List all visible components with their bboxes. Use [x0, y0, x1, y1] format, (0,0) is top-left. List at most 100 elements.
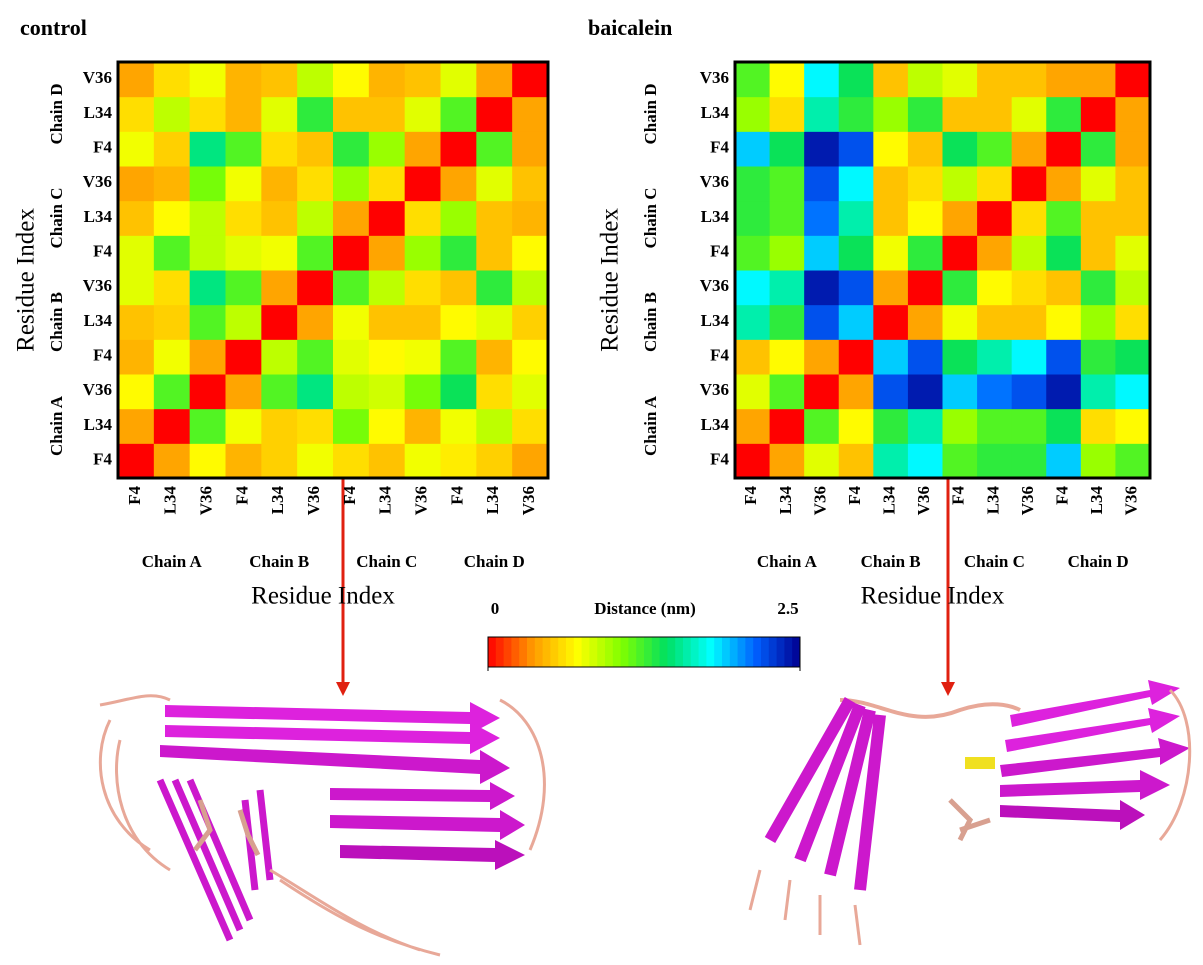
- heat-cell: [839, 339, 874, 374]
- x-tick-label: V36: [810, 486, 829, 515]
- heat-cell: [512, 270, 548, 305]
- heat-cell: [943, 97, 978, 132]
- x-tick-label: L34: [483, 486, 502, 515]
- colorbar-step: [761, 637, 769, 667]
- heat-cell: [154, 270, 190, 305]
- heat-cell: [190, 270, 226, 305]
- heat-cell: [770, 305, 805, 340]
- colorbar-step: [589, 637, 597, 667]
- heat-cell: [333, 374, 369, 409]
- heat-cell: [261, 339, 297, 374]
- y-tick-label: F4: [710, 138, 729, 157]
- heat-cell: [476, 166, 512, 201]
- colorbar-step: [574, 637, 582, 667]
- heat-cell: [154, 201, 190, 236]
- heat-cell: [369, 374, 405, 409]
- heat-cell: [333, 97, 369, 132]
- heat-cell: [1012, 270, 1047, 305]
- heat-cell: [333, 235, 369, 270]
- heat-cell: [770, 131, 805, 166]
- heat-cell: [476, 131, 512, 166]
- heat-cell: [1046, 201, 1081, 236]
- heat-cell: [908, 131, 943, 166]
- heat-cell: [261, 201, 297, 236]
- heat-cell: [476, 443, 512, 478]
- heat-cell: [908, 97, 943, 132]
- figure: 0 Distance (nm) 2.5 controlF4F4L34L34V36…: [0, 0, 1203, 965]
- heat-cell: [476, 201, 512, 236]
- heat-cell: [512, 131, 548, 166]
- heat-cell: [226, 166, 262, 201]
- heat-cell: [1081, 409, 1116, 444]
- chart-title: baicalein: [588, 15, 672, 40]
- heat-cell: [154, 409, 190, 444]
- heat-cell: [441, 374, 477, 409]
- colorbar-step: [519, 637, 527, 667]
- heat-cell: [190, 62, 226, 97]
- x-tick-label: L34: [776, 486, 795, 515]
- heat-cell: [369, 166, 405, 201]
- colorbar-step: [496, 637, 504, 667]
- heat-cell: [261, 443, 297, 478]
- heat-cell: [226, 131, 262, 166]
- heat-cell: [908, 166, 943, 201]
- heat-cell: [297, 270, 333, 305]
- heat-cell: [297, 201, 333, 236]
- heat-cell: [1046, 62, 1081, 97]
- x-tick-label: L34: [161, 486, 180, 515]
- colorbar-step: [777, 637, 785, 667]
- heat-cell: [1081, 443, 1116, 478]
- heat-cell: [943, 201, 978, 236]
- heat-cell: [226, 374, 262, 409]
- heat-cell: [154, 339, 190, 374]
- heat-cell: [369, 443, 405, 478]
- heat-cell: [1046, 409, 1081, 444]
- heat-cell: [1046, 131, 1081, 166]
- heat-cell: [770, 339, 805, 374]
- heat-cell: [873, 131, 908, 166]
- y-group-label: Chain A: [641, 395, 660, 456]
- heat-cell: [1046, 339, 1081, 374]
- heat-cell: [1046, 166, 1081, 201]
- x-group-label: Chain D: [1068, 552, 1129, 571]
- heat-cell: [154, 62, 190, 97]
- heat-cell: [977, 235, 1012, 270]
- heat-cell: [735, 201, 770, 236]
- heat-cell: [441, 131, 477, 166]
- colorbar-step: [636, 637, 644, 667]
- heat-cell: [943, 339, 978, 374]
- heat-cell: [369, 305, 405, 340]
- x-group-label: Chain A: [757, 552, 818, 571]
- x-tick-label: F4: [232, 486, 251, 505]
- x-tick-label: V36: [1018, 486, 1037, 515]
- x-tick-label: F4: [340, 486, 359, 505]
- heat-cell: [441, 409, 477, 444]
- heat-cell: [190, 305, 226, 340]
- heat-cell: [1012, 235, 1047, 270]
- y-axis-title: Residue Index: [597, 208, 624, 352]
- heat-cell: [977, 409, 1012, 444]
- heat-cell: [770, 166, 805, 201]
- heat-cell: [804, 235, 839, 270]
- heat-cell: [770, 409, 805, 444]
- colorbar-step: [558, 637, 566, 667]
- colorbar-step: [706, 637, 714, 667]
- x-tick-label: L34: [376, 486, 395, 515]
- x-tick-label: V36: [196, 486, 215, 515]
- colorbar-step: [644, 637, 652, 667]
- heat-cell: [512, 339, 548, 374]
- heat-cell: [441, 235, 477, 270]
- heat-cell: [735, 235, 770, 270]
- heat-cell: [118, 409, 154, 444]
- heat-cell: [1012, 443, 1047, 478]
- heat-cell: [118, 374, 154, 409]
- x-axis-title: Residue Index: [251, 583, 395, 610]
- heat-cell: [977, 270, 1012, 305]
- heat-cell: [476, 409, 512, 444]
- y-tick-label: L34: [84, 415, 113, 434]
- heat-cell: [908, 409, 943, 444]
- heat-cell: [735, 443, 770, 478]
- heat-cell: [1081, 235, 1116, 270]
- heat-cell: [804, 443, 839, 478]
- heat-cell: [190, 201, 226, 236]
